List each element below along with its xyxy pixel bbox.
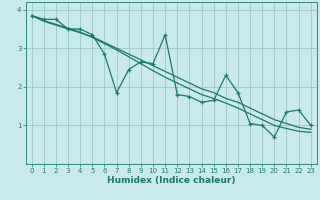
X-axis label: Humidex (Indice chaleur): Humidex (Indice chaleur) [107, 176, 236, 185]
